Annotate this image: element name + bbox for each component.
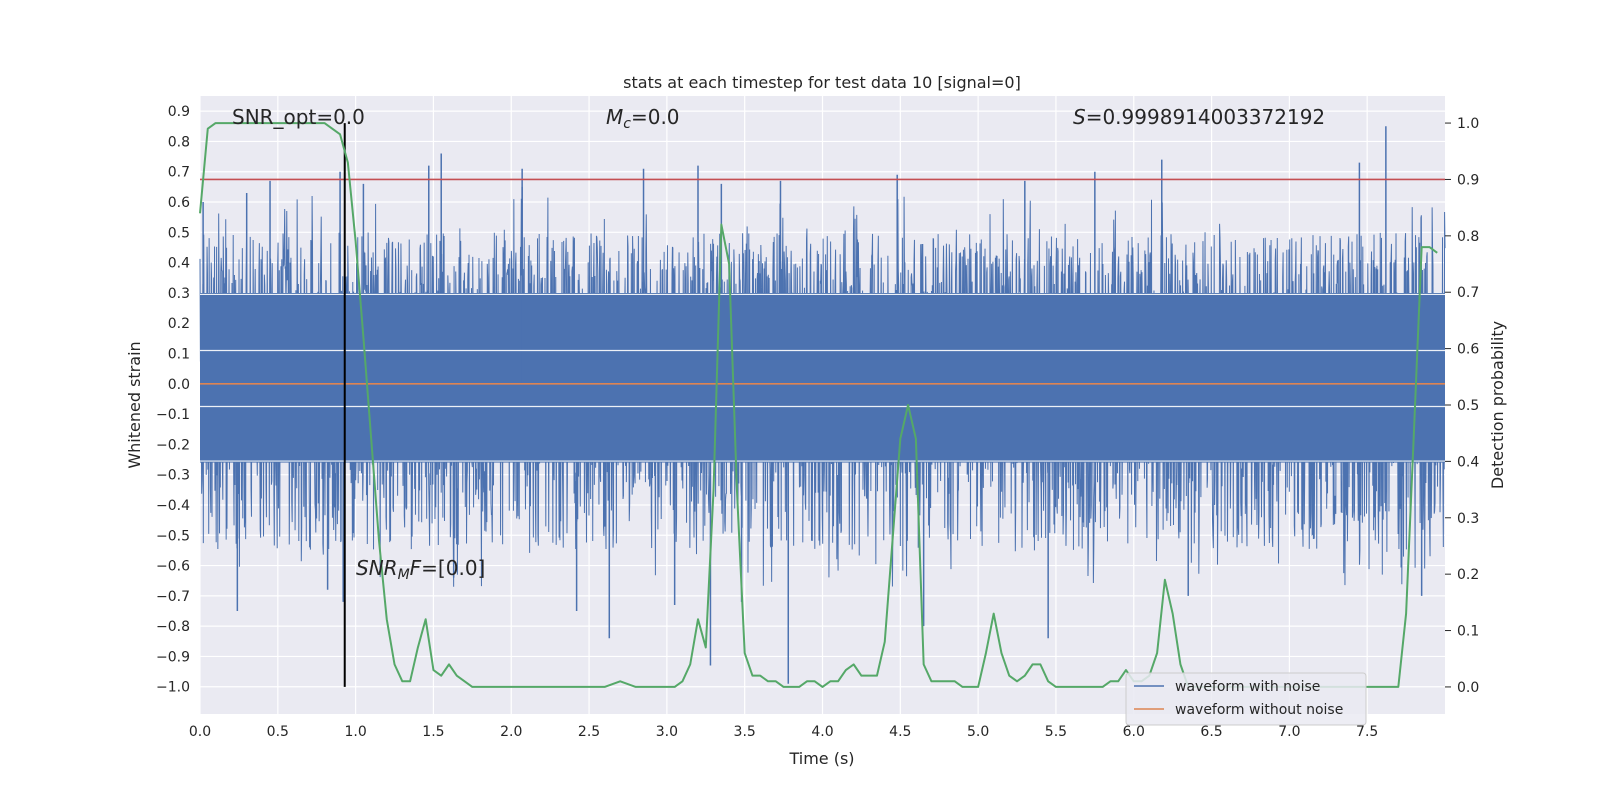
y-tick-label-13: −0.4 <box>156 498 190 514</box>
y2-tick-label-2: 0.8 <box>1457 229 1479 245</box>
y-tick-label-16: −0.7 <box>156 589 190 605</box>
noise-dense-band <box>200 292 1445 463</box>
chart-title: stats at each timestep for test data 10 … <box>623 73 1021 92</box>
y-tick-label-6: 0.3 <box>168 286 190 302</box>
y-tick-label-8: 0.1 <box>168 347 190 363</box>
y-tick-label-11: −0.2 <box>156 437 190 453</box>
snrmf-main: SNR <box>356 556 398 580</box>
y-tick-label-3: 0.6 <box>168 195 190 211</box>
snr-mf-annotation: SNRMF=[0.0] <box>356 556 485 583</box>
y2-tick-label-1: 0.9 <box>1457 172 1479 188</box>
x-tick-label-5: 2.5 <box>578 724 600 740</box>
y2-tick-label-5: 0.5 <box>1457 398 1479 414</box>
y-axis-label: Whitened strain <box>125 341 144 468</box>
legend-box <box>1125 672 1367 726</box>
y2-tick-label-3: 0.7 <box>1457 285 1479 301</box>
legend-label-clean: waveform without noise <box>1175 702 1343 718</box>
y-tick-label-4: 0.5 <box>168 225 190 241</box>
x-tick-label-12: 6.0 <box>1123 724 1145 740</box>
y-tick-label-1: 0.8 <box>168 134 190 150</box>
y-tick-label-2: 0.7 <box>168 165 190 181</box>
s-symbol: S <box>1073 105 1086 129</box>
y-tick-label-5: 0.4 <box>168 256 190 272</box>
x-tick-label-8: 4.0 <box>811 724 833 740</box>
x-tick-label-15: 7.5 <box>1356 724 1378 740</box>
mc-symbol: M <box>606 105 623 129</box>
legend: waveform with noise waveform without noi… <box>1125 672 1367 726</box>
snrmf-tail: F <box>410 556 422 580</box>
legend-label-noise: waveform with noise <box>1175 679 1320 695</box>
y-tick-label-19: −1.0 <box>156 680 190 696</box>
y2-tick-labels: 1.0 0.9 0.8 0.7 0.6 0.5 0.4 0.3 0.2 0.1 0.0 <box>1445 116 1479 696</box>
y-tick-label-12: −0.3 <box>156 468 190 484</box>
x-tick-labels: 0.0 0.5 1.0 1.5 2.0 2.5 3.0 3.5 4.0 4.5 5.0 5.5 6.0 6… <box>189 724 1378 740</box>
probability-line <box>199 122 1438 688</box>
x-tick-label-3: 1.5 <box>422 724 444 740</box>
chirp-mass-annotation: Mc=0.0 <box>606 105 680 132</box>
y-tick-label-14: −0.5 <box>156 528 190 544</box>
x-tick-label-6: 3.0 <box>656 724 678 740</box>
snr-opt-annotation: SNR_opt=0.0 <box>232 105 365 129</box>
reference-lines <box>200 123 1445 687</box>
detection-probability-series <box>199 122 1438 688</box>
x-axis-label: Time (s) <box>788 749 854 768</box>
x-tick-label-11: 5.5 <box>1045 724 1067 740</box>
s-value: =0.9998914003372192 <box>1086 105 1325 129</box>
x-tick-label-0: 0.0 <box>189 724 211 740</box>
x-tick-label-13: 6.5 <box>1200 724 1222 740</box>
noise-waveform-trace <box>199 196 1446 587</box>
y-tick-label-17: −0.8 <box>156 619 190 635</box>
y-tick-label-15: −0.6 <box>156 559 190 575</box>
x-tick-label-2: 1.0 <box>344 724 366 740</box>
x-tick-label-4: 2.0 <box>500 724 522 740</box>
y-tick-label-9: 0.0 <box>168 377 190 393</box>
score-annotation: S=0.9998914003372192 <box>1073 105 1325 129</box>
y2-tick-label-4: 0.6 <box>1457 342 1479 358</box>
y2-tick-label-10: 0.0 <box>1457 680 1479 696</box>
x-tick-label-9: 4.5 <box>889 724 911 740</box>
x-tick-label-10: 5.0 <box>967 724 989 740</box>
y-tick-labels: 0.9 0.8 0.7 0.6 0.5 0.4 0.3 0.2 0.1 0.0 −0.1 −0.2 −0… <box>156 104 190 696</box>
mc-value: =0.0 <box>631 105 680 129</box>
y-tick-label-18: −0.9 <box>156 649 190 665</box>
y2-tick-label-9: 0.1 <box>1457 624 1479 640</box>
x-tick-label-1: 0.5 <box>267 724 289 740</box>
y-tick-label-7: 0.2 <box>168 316 190 332</box>
y2-tick-label-8: 0.2 <box>1457 567 1479 583</box>
x-tick-label-14: 7.0 <box>1278 724 1300 740</box>
y2-axis-label: Detection probability <box>1488 321 1507 489</box>
waveform-with-noise-series <box>199 126 1446 684</box>
y2-tick-label-7: 0.3 <box>1457 511 1479 527</box>
y-tick-label-10: −0.1 <box>156 407 190 423</box>
y2-tick-label-6: 0.4 <box>1457 454 1479 470</box>
mc-subscript: c <box>623 116 631 132</box>
x-tick-label-7: 3.5 <box>734 724 756 740</box>
y2-tick-label-0: 1.0 <box>1457 116 1479 132</box>
snrmf-sub: M <box>398 567 410 583</box>
y-tick-label-0: 0.9 <box>168 104 190 120</box>
snrmf-value: =[0.0] <box>421 556 485 580</box>
